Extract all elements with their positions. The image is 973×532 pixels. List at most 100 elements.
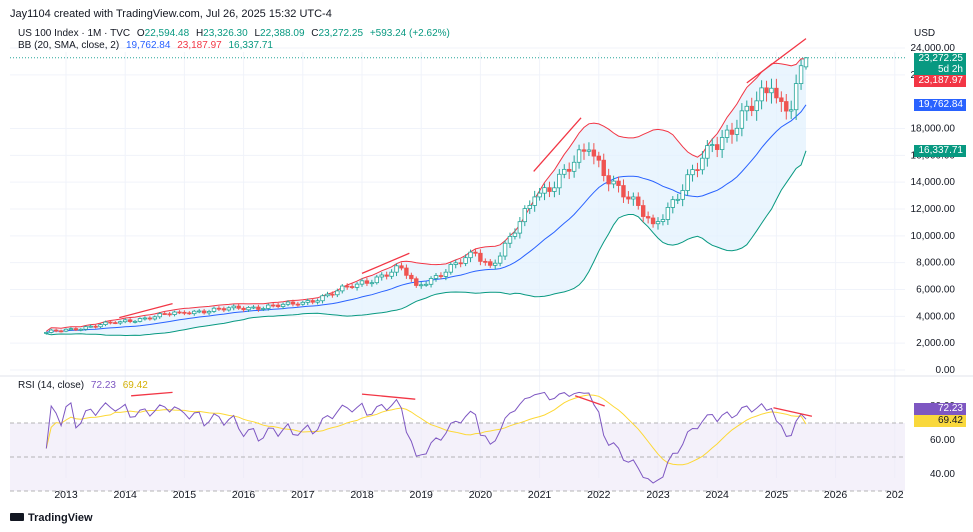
candle-down: [774, 87, 779, 99]
rsi-divergence-line: [361, 393, 416, 400]
time-tick-label: 2013: [54, 489, 78, 501]
o-value: 22,594.48: [144, 28, 190, 39]
candle-down: [601, 159, 606, 177]
candle-up: [497, 255, 503, 264]
candle-up: [665, 207, 671, 220]
candle-down: [458, 262, 463, 265]
time-axis: 2013 2014 2015 2016 2017 2018 2019 2020 2021 2022…: [54, 489, 903, 501]
time-tick-label: 2014: [114, 489, 138, 501]
candle-up: [389, 271, 394, 277]
basis-tag: 19,762.84: [914, 99, 966, 111]
candle-up: [320, 295, 325, 302]
candle-down: [221, 308, 227, 311]
candle-down: [241, 307, 246, 311]
c-label: C: [311, 28, 319, 39]
candle-down: [236, 305, 241, 309]
last-price-tag: 23,272.25 5d 2h: [914, 53, 966, 76]
candle-up: [231, 305, 236, 309]
candle-up: [611, 180, 616, 185]
candle-up: [537, 192, 542, 198]
candle-down: [621, 185, 626, 198]
price-tick-label: 18,000.00: [911, 124, 956, 135]
candle-up: [374, 276, 379, 284]
ohlc-high: H23,326.30: [196, 28, 248, 39]
candle-up: [793, 83, 799, 111]
candle-down: [256, 306, 261, 310]
candle-down: [404, 267, 409, 276]
candle-down: [349, 286, 355, 288]
candle-up: [251, 306, 256, 309]
price-divergence-line: [533, 117, 582, 172]
candle-down: [295, 303, 301, 306]
price-tick-label: 0.00: [936, 365, 956, 376]
time-tick-label: 2020: [469, 489, 493, 501]
divergence-lines: [119, 38, 813, 417]
candle-down: [729, 129, 735, 135]
rsi-tick-label: 60.00: [930, 435, 955, 446]
candle-up: [300, 301, 305, 305]
candle-up: [433, 275, 439, 279]
candle-up: [690, 169, 695, 176]
rsi-legend[interactable]: RSI (14, close) 72.23 69.42: [18, 380, 152, 391]
candle-up: [280, 303, 286, 307]
candle-up: [157, 313, 162, 318]
time-tick-label: 2024: [706, 489, 730, 501]
candle-up: [685, 174, 690, 191]
change-value: +593.24 (+2.62%): [369, 28, 450, 39]
candle-up: [710, 144, 715, 146]
bollinger-lower-band: [46, 150, 807, 337]
candle-down: [641, 205, 646, 217]
price-divergence-line: [746, 38, 807, 84]
candle-up: [354, 283, 360, 288]
tradingview-brand[interactable]: TradingView: [10, 512, 93, 524]
candle-down: [695, 169, 700, 171]
candle-up: [192, 310, 197, 315]
price-divergence-line: [119, 302, 173, 319]
candle-up: [443, 271, 449, 277]
candle-down: [650, 217, 656, 225]
candle-down: [606, 175, 611, 185]
candle-up: [734, 127, 740, 135]
bb-legend[interactable]: BB (20, SMA, close, 2) 19,762.84 23,187.…: [18, 40, 277, 51]
candle-up: [448, 264, 453, 273]
candle-up: [196, 310, 202, 313]
price-tick-label: 2,000.00: [916, 338, 955, 349]
candle-down: [275, 304, 281, 307]
candle-up: [769, 87, 774, 94]
bollinger-band-fill: [46, 58, 807, 336]
candle-up: [789, 109, 794, 112]
candle-up: [705, 145, 710, 159]
rsi-ma-value: 69.42: [122, 380, 148, 391]
candle-up: [468, 251, 473, 259]
rsi-line: [45, 391, 807, 484]
l-label: L: [254, 28, 261, 39]
candle-down: [779, 97, 784, 102]
candle-up: [226, 307, 231, 311]
candle-down: [749, 105, 754, 112]
lower-band-tag: 16,337.71: [914, 145, 966, 157]
price-tick-label: 14,000.00: [911, 177, 956, 188]
upper-band-tag: 23,187.97: [914, 75, 966, 87]
candle-up: [49, 329, 54, 333]
candle-up: [137, 318, 143, 322]
rsi-pane: [10, 391, 905, 492]
time-tick-label: 2022: [587, 489, 611, 501]
candle-down: [645, 216, 651, 219]
candle-up: [142, 317, 148, 320]
symbol-legend[interactable]: US 100 Index · 1M · TVC O22,594.48 H23,3…: [18, 28, 454, 39]
candle-down: [182, 311, 187, 314]
bar-countdown: 5d 2h: [937, 64, 963, 75]
currency-label: USD: [914, 28, 936, 39]
candle-up: [68, 328, 74, 330]
candle-up: [517, 221, 523, 234]
candle-down: [438, 275, 444, 277]
candle-up: [576, 149, 582, 163]
bb-lower-value: 16,337.71: [228, 40, 274, 51]
candle-up: [428, 278, 434, 285]
rsi-value: 72.23: [90, 380, 116, 391]
candle-up: [700, 157, 705, 171]
candle-up: [586, 149, 592, 152]
candle-up: [63, 328, 69, 332]
ohlc-open: O22,594.48: [137, 28, 189, 39]
